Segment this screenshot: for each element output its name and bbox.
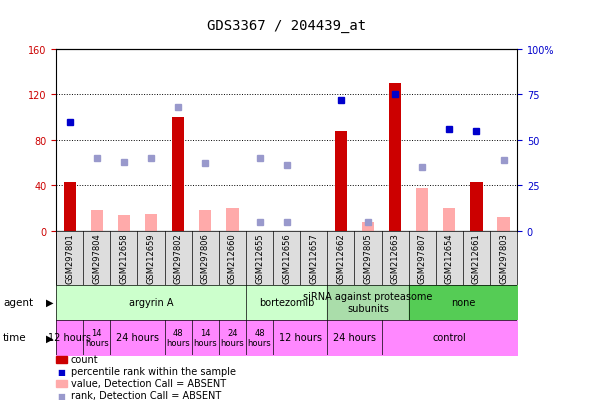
Text: 24 hours: 24 hours (333, 332, 376, 343)
Bar (91, 211, 103, 231)
Bar (389, 83, 401, 231)
Text: GSM297802: GSM297802 (174, 233, 183, 283)
Text: GSM297804: GSM297804 (92, 233, 101, 283)
Text: GSM297807: GSM297807 (418, 233, 427, 284)
Bar (416, 188, 428, 231)
Text: 48
hours: 48 hours (166, 328, 190, 347)
Bar (145, 214, 157, 231)
Bar (335, 131, 347, 231)
Text: 12 hours: 12 hours (48, 332, 91, 343)
Bar (226, 209, 239, 231)
Text: 12 hours: 12 hours (279, 332, 322, 343)
Text: GSM297801: GSM297801 (65, 233, 74, 283)
Bar (498, 218, 509, 231)
Text: 48
hours: 48 hours (248, 328, 271, 347)
Text: GSM297806: GSM297806 (201, 233, 210, 284)
Text: 14
hours: 14 hours (85, 328, 109, 347)
Text: GDS3367 / 204439_at: GDS3367 / 204439_at (207, 19, 366, 33)
Text: GSM297805: GSM297805 (363, 233, 372, 283)
Bar (443, 209, 456, 231)
Text: ▶: ▶ (46, 297, 53, 308)
Bar (199, 211, 212, 231)
Text: GSM212663: GSM212663 (391, 233, 400, 284)
Bar (470, 183, 482, 231)
Text: rank, Detection Call = ABSENT: rank, Detection Call = ABSENT (71, 390, 221, 400)
Text: ■: ■ (57, 367, 66, 376)
Text: GSM212657: GSM212657 (309, 233, 318, 283)
Text: GSM212660: GSM212660 (228, 233, 237, 283)
Bar (64, 183, 76, 231)
Bar (362, 222, 374, 231)
Text: GSM297803: GSM297803 (499, 233, 508, 284)
Text: GSM212661: GSM212661 (472, 233, 481, 283)
Text: ■: ■ (57, 391, 66, 400)
Bar (118, 216, 130, 231)
Text: 24
hours: 24 hours (220, 328, 244, 347)
Text: time: time (3, 332, 27, 343)
Text: argyrin A: argyrin A (129, 297, 173, 308)
Text: siRNA against proteasome
subunits: siRNA against proteasome subunits (303, 292, 433, 313)
Text: 24 hours: 24 hours (116, 332, 159, 343)
Text: GSM212658: GSM212658 (119, 233, 128, 283)
Text: agent: agent (3, 297, 33, 308)
Text: value, Detection Call = ABSENT: value, Detection Call = ABSENT (71, 378, 226, 388)
Text: count: count (71, 354, 99, 364)
Text: bortezomib: bortezomib (259, 297, 314, 308)
Text: GSM212659: GSM212659 (147, 233, 155, 283)
Text: control: control (433, 332, 466, 343)
Text: none: none (451, 297, 475, 308)
Text: GSM212656: GSM212656 (282, 233, 291, 283)
Text: ▶: ▶ (46, 332, 53, 343)
Text: percentile rank within the sample: percentile rank within the sample (71, 366, 236, 376)
Text: GSM212654: GSM212654 (445, 233, 454, 283)
Text: GSM212655: GSM212655 (255, 233, 264, 283)
Text: GSM212662: GSM212662 (336, 233, 345, 283)
Text: 14
hours: 14 hours (193, 328, 217, 347)
Bar (172, 118, 184, 231)
